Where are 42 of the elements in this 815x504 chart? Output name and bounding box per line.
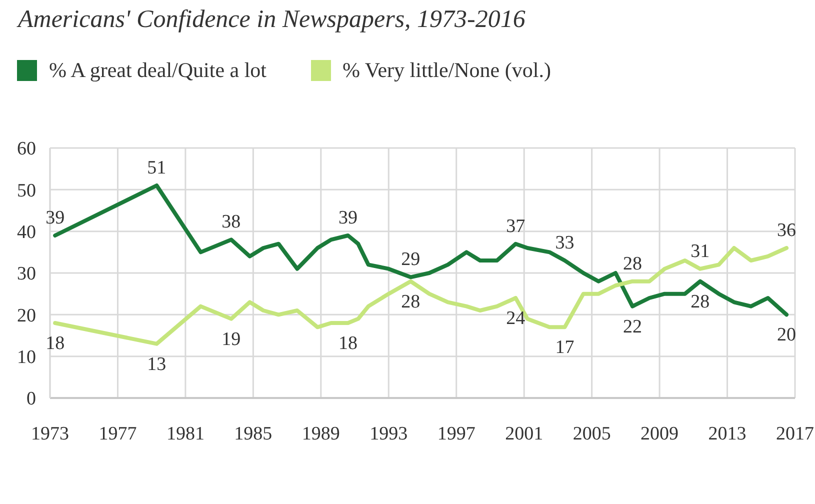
data-label: 22 [622,316,642,338]
data-label: 13 [147,354,166,375]
y-tick-label: 40 [17,222,36,244]
x-tick-label: 1981 [166,423,204,444]
data-label: 28 [401,291,420,312]
data-label: 38 [222,212,241,233]
x-tick-label: 1985 [234,423,272,444]
y-tick-label: 60 [17,138,36,160]
y-tick-label: 10 [17,347,36,368]
x-tick-label: 2001 [505,423,544,444]
data-label: 19 [222,328,241,350]
legend-label: % A great deal/Quite a lot [49,58,267,83]
y-tick-label: 0 [26,388,36,410]
data-label: 39 [46,208,65,228]
data-label: 24 [506,308,526,329]
data-label: 29 [401,249,420,270]
y-tick-label: 50 [17,180,36,202]
y-tick-label: 20 [17,305,36,326]
data-label: 18 [46,333,65,354]
x-tick-label: 2005 [572,423,611,444]
data-label: 36 [777,220,796,241]
x-tick-label: 2009 [640,423,679,444]
data-label: 51 [147,158,166,178]
data-label: 37 [506,216,526,237]
x-tick-label: 1989 [302,423,340,444]
data-label: 28 [690,291,710,312]
x-tick-label: 2013 [708,423,746,444]
chart-title: Americans' Confidence in Newspapers, 1973-2016 [18,6,526,34]
data-label: 18 [338,333,358,354]
x-tick-label: 1997 [437,423,476,444]
x-tick-label: 2017 [776,423,814,444]
data-label: 39 [338,208,358,228]
x-tick-label: 1973 [31,423,69,444]
data-label: 31 [690,240,710,262]
data-label: 28 [622,253,642,274]
data-label: 33 [555,232,574,254]
x-tick-label: 1993 [370,423,408,444]
data-label: 17 [555,337,574,358]
data-label: 20 [777,324,796,346]
y-tick-label: 30 [17,264,36,285]
legend-label: % Very little/None (vol.) [342,58,551,83]
x-tick-label: 1977 [98,423,137,444]
